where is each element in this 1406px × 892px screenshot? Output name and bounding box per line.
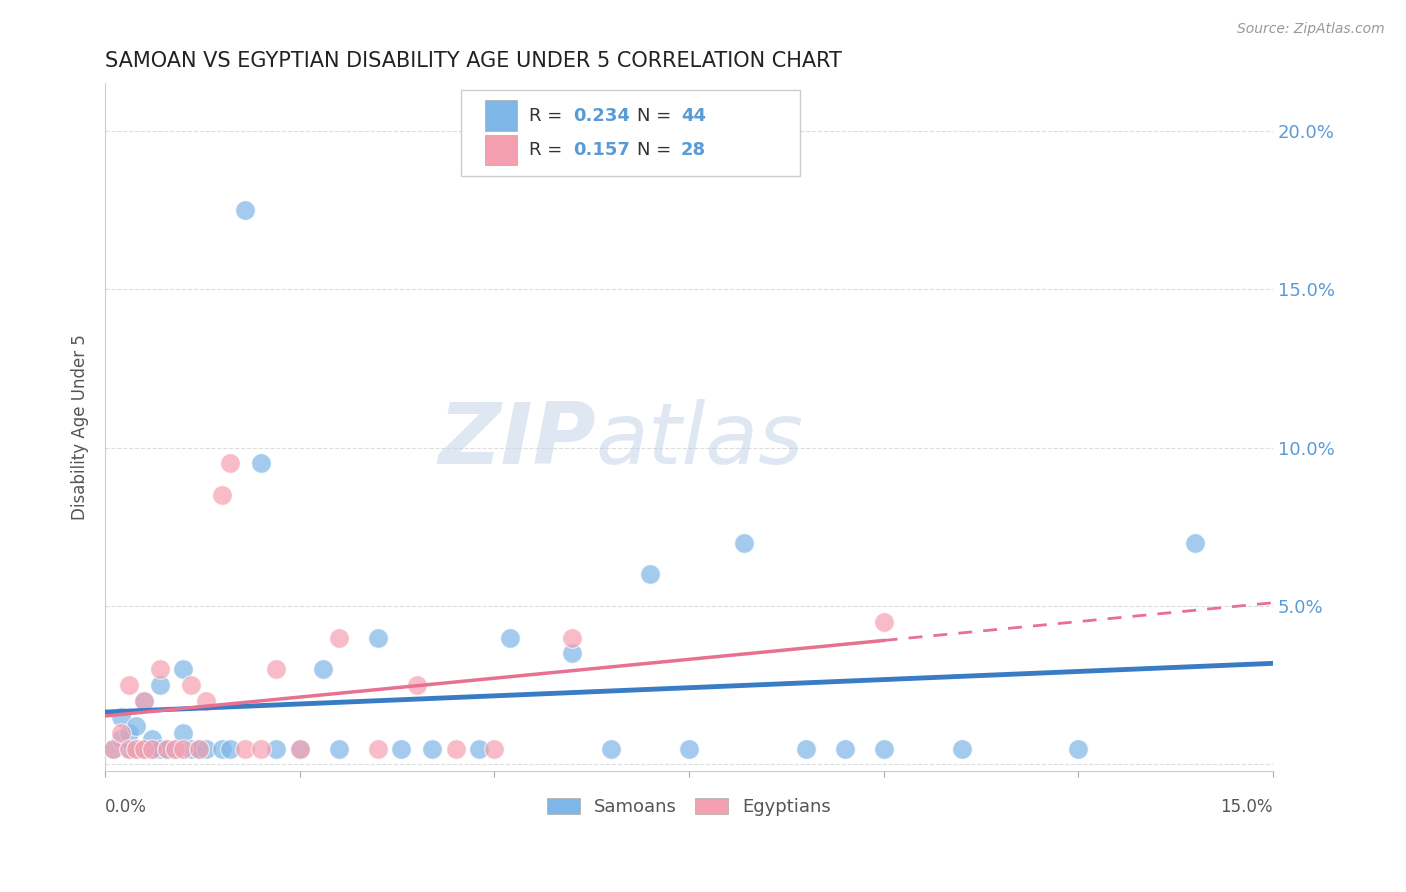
Point xyxy=(134,694,156,708)
FancyBboxPatch shape xyxy=(485,100,517,131)
Text: N =: N = xyxy=(637,107,676,125)
Point xyxy=(468,741,491,756)
Point xyxy=(211,741,233,756)
Point xyxy=(134,694,156,708)
Point xyxy=(101,741,124,756)
Point xyxy=(187,741,209,756)
Point xyxy=(288,741,311,756)
Point xyxy=(561,631,583,645)
Point xyxy=(218,457,240,471)
Text: 0.157: 0.157 xyxy=(574,141,630,159)
Point xyxy=(288,741,311,756)
Point xyxy=(180,678,202,692)
FancyBboxPatch shape xyxy=(485,135,517,166)
Point xyxy=(872,615,894,629)
FancyBboxPatch shape xyxy=(461,90,800,176)
Point xyxy=(872,741,894,756)
Point xyxy=(834,741,856,756)
Point xyxy=(266,741,288,756)
Text: R =: R = xyxy=(529,141,568,159)
Text: N =: N = xyxy=(637,141,676,159)
Point xyxy=(561,647,583,661)
Point xyxy=(250,457,273,471)
Point xyxy=(405,678,427,692)
Text: 0.0%: 0.0% xyxy=(105,798,148,816)
Point xyxy=(420,741,443,756)
Point xyxy=(172,725,194,739)
Point xyxy=(125,719,148,733)
Point xyxy=(211,488,233,502)
Point xyxy=(149,678,172,692)
Point xyxy=(125,741,148,756)
Point xyxy=(678,741,700,756)
Point xyxy=(444,741,467,756)
Point xyxy=(110,725,132,739)
Point xyxy=(266,662,288,676)
Point xyxy=(172,741,194,756)
Y-axis label: Disability Age Under 5: Disability Age Under 5 xyxy=(72,334,89,520)
Point xyxy=(195,741,218,756)
Point xyxy=(101,741,124,756)
Point xyxy=(367,741,389,756)
Point xyxy=(950,741,973,756)
Point xyxy=(389,741,412,756)
Legend: Samoans, Egyptians: Samoans, Egyptians xyxy=(540,791,838,823)
Point xyxy=(141,731,163,746)
Point xyxy=(149,662,172,676)
Point xyxy=(794,741,817,756)
Point xyxy=(110,710,132,724)
Point xyxy=(328,741,350,756)
Point xyxy=(733,535,755,549)
Point xyxy=(484,741,506,756)
Point xyxy=(117,678,139,692)
Point xyxy=(367,631,389,645)
Point xyxy=(172,662,194,676)
Text: atlas: atlas xyxy=(596,400,804,483)
Text: 28: 28 xyxy=(681,141,706,159)
Text: R =: R = xyxy=(529,107,568,125)
Text: 0.234: 0.234 xyxy=(574,107,630,125)
Point xyxy=(638,567,661,582)
Point xyxy=(233,741,256,756)
Point xyxy=(1067,741,1090,756)
Point xyxy=(134,741,156,756)
Text: ZIP: ZIP xyxy=(439,400,596,483)
Point xyxy=(250,741,273,756)
Text: 15.0%: 15.0% xyxy=(1220,798,1272,816)
Text: 44: 44 xyxy=(681,107,706,125)
Point xyxy=(600,741,623,756)
Point xyxy=(233,202,256,217)
Point xyxy=(156,741,179,756)
Point xyxy=(165,741,187,756)
Point xyxy=(312,662,335,676)
Point xyxy=(165,741,187,756)
Point xyxy=(117,741,139,756)
Point xyxy=(499,631,522,645)
Point xyxy=(187,741,209,756)
Point xyxy=(117,741,139,756)
Point xyxy=(180,741,202,756)
Point xyxy=(141,741,163,756)
Point xyxy=(110,731,132,746)
Point xyxy=(195,694,218,708)
Point xyxy=(1184,535,1206,549)
Point xyxy=(125,741,148,756)
Point xyxy=(328,631,350,645)
Point xyxy=(134,741,156,756)
Point xyxy=(156,741,179,756)
Text: Source: ZipAtlas.com: Source: ZipAtlas.com xyxy=(1237,22,1385,37)
Point xyxy=(149,741,172,756)
Point xyxy=(141,741,163,756)
Text: SAMOAN VS EGYPTIAN DISABILITY AGE UNDER 5 CORRELATION CHART: SAMOAN VS EGYPTIAN DISABILITY AGE UNDER … xyxy=(105,51,842,70)
Point xyxy=(117,725,139,739)
Point xyxy=(218,741,240,756)
